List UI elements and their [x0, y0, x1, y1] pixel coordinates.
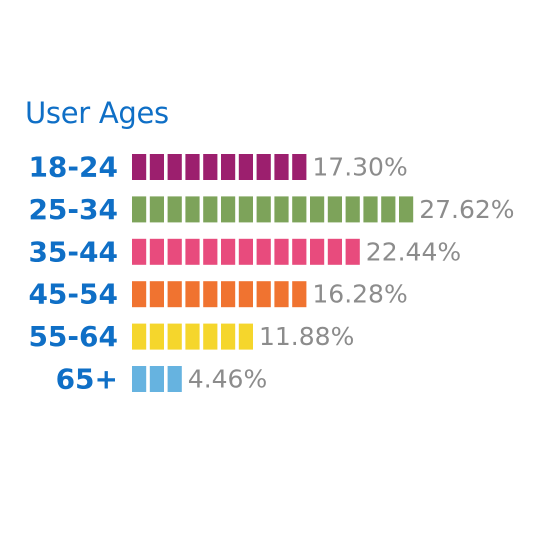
bar-row-18-24: 18-24 17.30%: [28, 151, 407, 184]
bar-segment: [292, 154, 307, 180]
bar-segment: [203, 154, 218, 180]
bar-segment: [256, 281, 271, 308]
value-label: 22.44%: [366, 237, 461, 266]
category-label: 35-44: [28, 235, 118, 268]
bar-segment: [132, 238, 147, 265]
bar-segment: [185, 323, 200, 350]
bar-segment: [185, 238, 200, 265]
bar-segment: [274, 238, 289, 265]
bar-segment: [167, 323, 182, 350]
bar-segment: [149, 154, 164, 180]
bar-segment: [149, 366, 164, 392]
bar-segment: [310, 196, 325, 223]
bar-segment: [238, 238, 253, 265]
bar-row-45-54: 45-54 16.28%: [28, 278, 407, 311]
bar-segment: [256, 154, 271, 180]
bar-segment: [327, 196, 342, 223]
value-label: 27.62%: [419, 195, 514, 224]
bar-segment: [132, 196, 147, 223]
bar-segment: [132, 281, 147, 308]
bar-segment: [381, 196, 396, 223]
category-label: 45-54: [28, 278, 118, 311]
bar-row-25-34: 25-34 27.62%: [28, 193, 514, 226]
bar-segment: [238, 323, 253, 350]
bar-segment: [274, 196, 289, 223]
bar-segment: [292, 281, 307, 308]
bar-segment: [167, 366, 182, 392]
bar-segment: [132, 323, 147, 350]
bar: [132, 366, 182, 392]
bar: [132, 196, 414, 223]
bar: [132, 238, 360, 265]
value-label: 11.88%: [259, 322, 354, 351]
bar-segment: [185, 154, 200, 180]
bar-segment: [363, 196, 378, 223]
bar-segment: [292, 238, 307, 265]
bar-segment: [221, 154, 236, 180]
bar: [132, 154, 307, 180]
category-label: 25-34: [28, 193, 118, 226]
bar-segment: [132, 366, 147, 392]
bar: [132, 323, 253, 350]
bar-segment: [238, 281, 253, 308]
bar-segment: [149, 281, 164, 308]
bar-segment: [345, 196, 360, 223]
bar-segment: [132, 154, 147, 180]
bar-segment: [203, 238, 218, 265]
bar-segment: [292, 196, 307, 223]
bar-segment: [203, 281, 218, 308]
category-label: 18-24: [28, 151, 118, 184]
bar-segment: [221, 323, 236, 350]
bar-segment: [327, 238, 342, 265]
bar-segment: [167, 281, 182, 308]
bar-segment: [310, 238, 325, 265]
bar: [132, 281, 307, 308]
bar-segment: [256, 196, 271, 223]
bar-segment: [149, 196, 164, 223]
bar-segment: [185, 196, 200, 223]
bar-segment: [149, 323, 164, 350]
bar-segment: [185, 281, 200, 308]
bar-segment: [274, 281, 289, 308]
bar-segment: [167, 238, 182, 265]
bar-segment: [203, 196, 218, 223]
bar-segment: [221, 196, 236, 223]
value-label: 17.30%: [312, 153, 407, 182]
bar-row-55-64: 55-64 11.88%: [28, 320, 354, 353]
bar-segment: [238, 154, 253, 180]
bar-segment: [345, 238, 360, 265]
bar-segment: [221, 281, 236, 308]
bar-segment: [238, 196, 253, 223]
category-label: 65+: [56, 363, 118, 396]
bar-segment: [274, 154, 289, 180]
bar-segment: [167, 196, 182, 223]
bar-row-65plus: 65+ 4.46%: [56, 363, 268, 396]
value-label: 4.46%: [188, 365, 267, 394]
bar-segment: [399, 196, 414, 223]
value-label: 16.28%: [312, 280, 407, 309]
category-label: 55-64: [28, 320, 118, 353]
bar-segment: [167, 154, 182, 180]
bar-segment: [203, 323, 218, 350]
bar-segment: [149, 238, 164, 265]
bar-segment: [256, 238, 271, 265]
bar-segment: [221, 238, 236, 265]
bar-row-35-44: 35-44 22.44%: [28, 235, 461, 268]
chart-title: User Ages: [25, 96, 169, 130]
